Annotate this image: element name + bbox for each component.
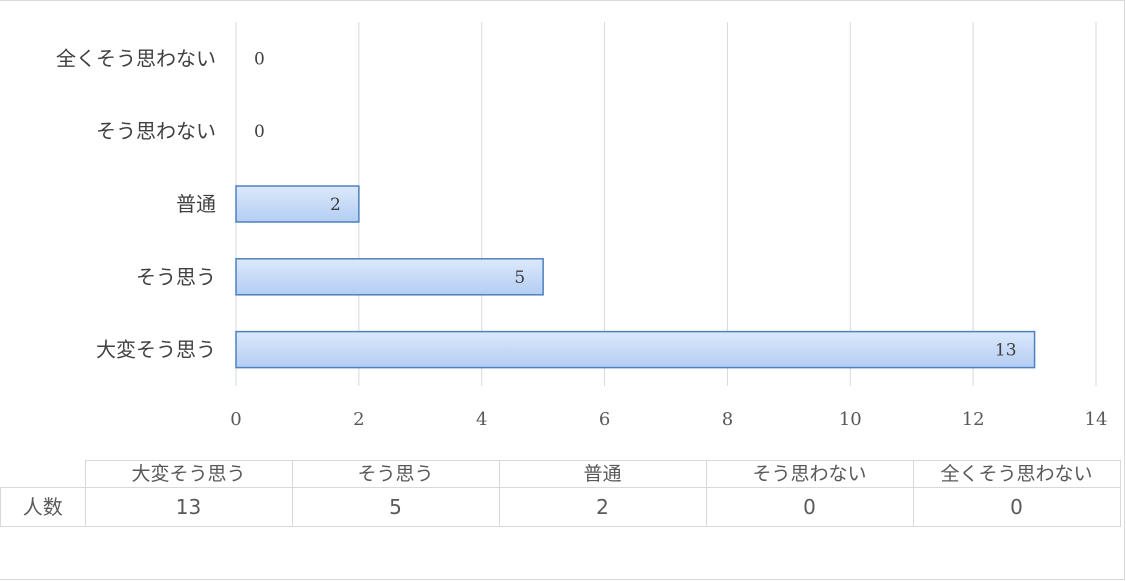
category-label: 全くそう思わない [56,46,216,70]
bar-chart: 大変そう思う そう思う 普通 そう思わない 全くそう思わない 0 2 4 6 8 10 12 14 1… [56,22,1107,430]
data-label: 0 [254,49,265,69]
data-table-col-header: 大変そう思う [84,460,293,488]
bar [235,258,544,296]
x-tick-label: 8 [722,409,733,430]
x-tick-label: 10 [839,409,862,430]
x-tick-label: 14 [1085,409,1108,430]
category-label: 大変そう思う [96,338,216,362]
x-tick-label: 6 [599,409,610,430]
gridlines [235,22,1097,386]
category-label: そう思う [136,265,216,289]
x-tick-label: 12 [962,409,985,430]
bar [235,185,360,223]
data-label: 13 [995,341,1017,361]
data-table-values-row: 人数 13 5 2 0 0 [0,487,1121,527]
data-table-col-header: そう思わない [705,460,914,488]
x-tick-label: 2 [353,409,364,430]
category-label: 普通 [176,192,216,216]
data-table-cell: 2 [498,487,707,527]
data-label: 2 [330,195,341,215]
data-labels: 13 5 2 0 0 [254,49,1017,360]
data-table-cell: 0 [705,487,914,527]
category-label: そう思わない [96,119,216,143]
data-table-corner [0,460,86,488]
data-table: 大変そう思う そう思う 普通 そう思わない 全くそう思わない 人数 13 5 2… [0,460,1121,527]
data-label: 5 [514,268,525,288]
x-tick-label: 0 [230,409,241,430]
data-table-row-header: 人数 [0,487,86,527]
data-table-cell: 0 [912,487,1121,527]
bars [235,185,1036,369]
x-tick-label: 4 [476,409,487,430]
data-table-cell: 5 [291,487,500,527]
x-tick-labels: 0 2 4 6 8 10 12 14 [230,409,1107,430]
bar [235,330,1036,369]
data-table-col-header: 普通 [498,460,707,488]
data-table-col-header: そう思う [291,460,500,488]
data-table-header-row: 大変そう思う そう思う 普通 そう思わない 全くそう思わない [0,460,1121,488]
data-table-col-header: 全くそう思わない [912,460,1121,488]
data-label: 0 [254,122,265,142]
data-table-cell: 13 [84,487,293,527]
category-labels: 大変そう思う そう思う 普通 そう思わない 全くそう思わない [56,46,216,361]
